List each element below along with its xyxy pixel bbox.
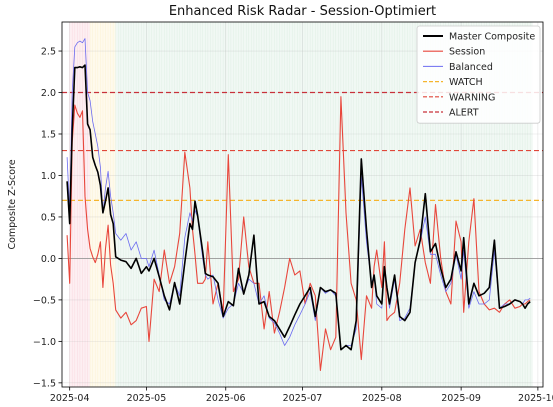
y-tick-label: 1.0	[41, 171, 56, 182]
chart-title: Enhanced Risk Radar - Session-Optimiert	[169, 4, 436, 19]
y-tick-label: 0.5	[41, 212, 56, 223]
x-tick-label: 2025-07	[283, 393, 323, 404]
y-tick-label: 2.0	[41, 88, 56, 99]
legend-box	[416, 25, 541, 124]
x-tick-label: 2025-05	[127, 393, 167, 404]
legend: Master Composite Session Balanced WATCH WARN…	[416, 25, 541, 124]
series-line-balanced	[66, 38, 531, 351]
y-tick-label: −1.0	[33, 337, 56, 348]
x-tick-label: 2025-09	[441, 393, 481, 404]
legend-label-master-composite: Master Composite	[449, 32, 535, 43]
y-tick-label: 0.0	[41, 254, 56, 265]
x-tick-label: 2025-04	[50, 393, 90, 404]
y-tick-label: 1.5	[41, 129, 56, 140]
legend-label-balanced: Balanced	[449, 62, 493, 73]
series-line-master-composite	[66, 64, 531, 351]
series-line-session	[66, 96, 531, 371]
legend-label-watch: WATCH	[449, 77, 483, 88]
x-axis: 2025-04 2025-05 2025-06 2025-07 2025-08 2025-…	[50, 387, 553, 404]
legend-label-session: Session	[449, 47, 485, 58]
y-tick-label: −0.5	[33, 295, 56, 306]
x-tick-label: 2025-10	[518, 393, 553, 404]
legend-label-warning: WARNING	[449, 92, 495, 103]
y-tick-label: −1.5	[33, 378, 56, 389]
series-lines	[66, 38, 531, 371]
x-tick-label: 2025-06	[206, 393, 246, 404]
legend-label-alert: ALERT	[449, 108, 479, 119]
y-tick-label: 2.5	[41, 47, 56, 58]
y-axis: −1.5 −1.0 −0.5 0.0 0.5 1.0 1.5 2.0 2.5	[33, 47, 62, 389]
x-tick-label: 2025-08	[362, 393, 402, 404]
y-axis-label: Composite Z-Score	[7, 159, 18, 249]
